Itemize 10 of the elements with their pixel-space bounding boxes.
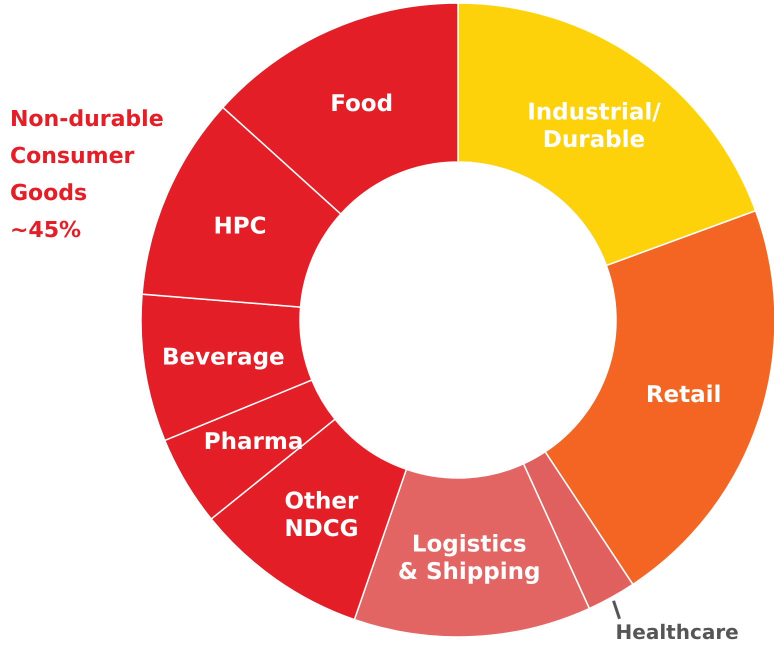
slice-label: HPC	[214, 214, 267, 240]
slice-label: Beverage	[162, 344, 285, 370]
slice-label: Healthcare	[616, 620, 739, 644]
slice-label: Other NDCG	[284, 488, 360, 542]
text: Non-durable Consumer Goods ~45%	[10, 107, 164, 243]
slice-label: Retail	[646, 382, 722, 408]
slice-label: Logistics & Shipping	[398, 531, 540, 586]
slice-label: Industrial/Durable	[527, 100, 662, 154]
slice-label: Pharma	[204, 428, 304, 455]
slice-label: Food	[330, 90, 394, 117]
